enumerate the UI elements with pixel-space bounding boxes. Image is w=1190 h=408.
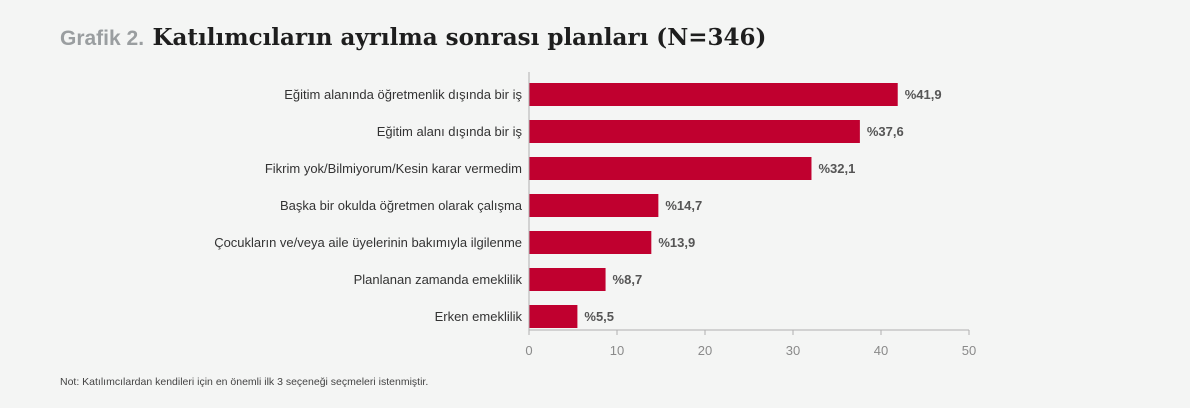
value-label: %41,9	[905, 87, 942, 102]
value-label: %32,1	[818, 161, 855, 176]
bar	[529, 194, 659, 217]
value-label: %5,5	[584, 309, 614, 324]
category-label: Başka bir okulda öğretmen olarak çalışma	[280, 198, 523, 213]
chart-title: Katılımcıların ayrılma sonrası planları …	[152, 24, 767, 51]
category-label: Fikrim yok/Bilmiyorum/Kesin karar vermed…	[265, 161, 522, 176]
bar	[529, 120, 860, 143]
category-label: Eğitim alanında öğretmenlik dışında bir …	[284, 87, 522, 102]
value-label: %13,9	[658, 235, 695, 250]
x-tick-label: 10	[610, 343, 624, 358]
value-label: %14,7	[665, 198, 702, 213]
bar	[529, 305, 578, 328]
category-label: Planlanan zamanda emeklilik	[354, 272, 523, 287]
category-label: Eğitim alanı dışında bir iş	[377, 124, 523, 139]
chart-title-row: Grafik 2. Katılımcıların ayrılma sonrası…	[60, 24, 766, 51]
figure-label: Grafik 2.	[60, 27, 145, 50]
bar	[529, 83, 898, 106]
x-tick-label: 0	[525, 343, 532, 358]
x-tick-label: 40	[874, 343, 888, 358]
value-label: %8,7	[613, 272, 643, 287]
value-label: %37,6	[867, 124, 904, 139]
category-label: Erken emeklilik	[435, 309, 523, 324]
x-tick-label: 20	[698, 343, 712, 358]
x-tick-label: 30	[786, 343, 800, 358]
bar	[529, 231, 652, 254]
bar	[529, 268, 606, 291]
category-label: Çocukların ve/veya aile üyelerinin bakım…	[214, 235, 522, 250]
x-tick-label: 50	[962, 343, 976, 358]
bar	[529, 157, 812, 180]
chart-note: Not: Katılımcılardan kendileri için en ö…	[60, 376, 429, 388]
